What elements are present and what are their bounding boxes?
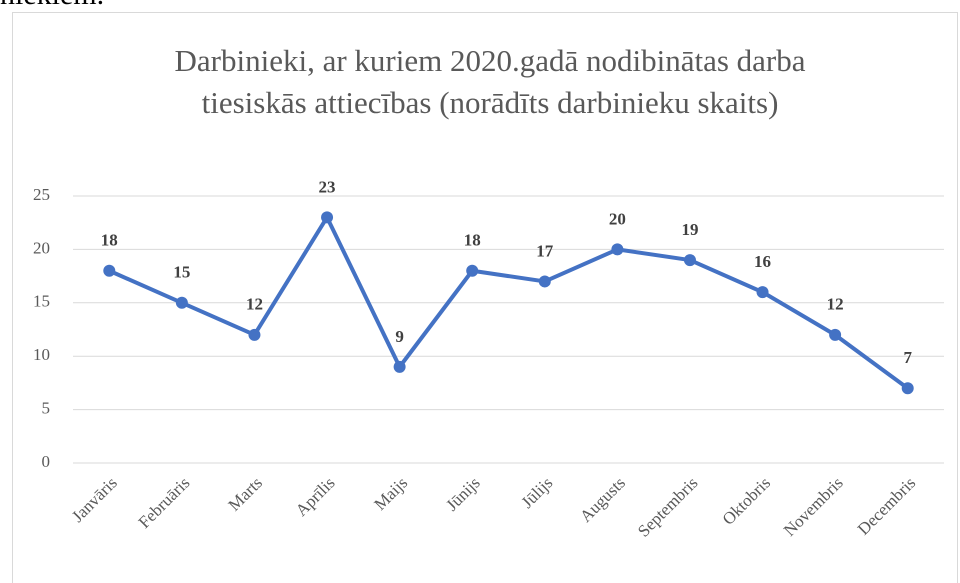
data-label: 16 xyxy=(754,252,771,271)
data-label: 18 xyxy=(464,231,481,250)
data-point xyxy=(103,264,116,277)
data-point xyxy=(175,296,188,309)
y-tick-label: 25 xyxy=(33,185,50,204)
chart-border xyxy=(12,12,958,583)
x-tick-label: Jūnijs xyxy=(442,473,483,514)
chart-title: Darbinieki, ar kuriem 2020.gadā nodibinā… xyxy=(174,43,806,120)
x-tick-label: Maijs xyxy=(370,473,411,514)
data-label: 19 xyxy=(681,220,698,239)
x-tick-label: Marts xyxy=(225,473,266,514)
data-label: 17 xyxy=(536,241,554,260)
data-point xyxy=(901,382,914,395)
x-tick-label: Janvāris xyxy=(68,473,121,526)
data-point xyxy=(538,275,551,288)
data-label: 18 xyxy=(101,231,118,250)
y-tick-label: 5 xyxy=(42,399,51,418)
data-point xyxy=(321,211,334,224)
data-point xyxy=(393,360,406,373)
data-point xyxy=(829,328,842,341)
x-tick-label: Novembris xyxy=(780,473,847,540)
y-tick-label: 15 xyxy=(33,292,50,311)
data-label: 20 xyxy=(609,209,626,228)
data-line xyxy=(108,215,909,390)
data-label: 15 xyxy=(173,263,190,282)
y-tick-label: 20 xyxy=(33,238,50,257)
y-tick-label: 10 xyxy=(33,345,50,364)
data-label: 9 xyxy=(395,327,404,346)
data-point xyxy=(683,254,696,267)
y-tick-label: 0 xyxy=(42,452,51,471)
data-point xyxy=(466,264,479,277)
data-label: 12 xyxy=(827,295,844,314)
data-label: 7 xyxy=(903,348,912,367)
x-tick-label: Aprīlis xyxy=(292,473,339,520)
data-label: 12 xyxy=(246,295,263,314)
data-point xyxy=(248,328,261,341)
x-tick-label: Jūlijs xyxy=(518,473,557,512)
x-tick-label: Augusts xyxy=(576,473,629,526)
data-point xyxy=(611,243,624,256)
x-tick-label: Februāris xyxy=(135,473,194,532)
data-label: 23 xyxy=(319,177,336,196)
x-tick-label: Decembris xyxy=(854,473,920,539)
x-tick-label: Oktobris xyxy=(719,473,775,529)
data-point xyxy=(756,286,769,299)
x-tick-label: Septembris xyxy=(634,473,702,541)
preceding-text: niekiem. xyxy=(0,0,104,12)
